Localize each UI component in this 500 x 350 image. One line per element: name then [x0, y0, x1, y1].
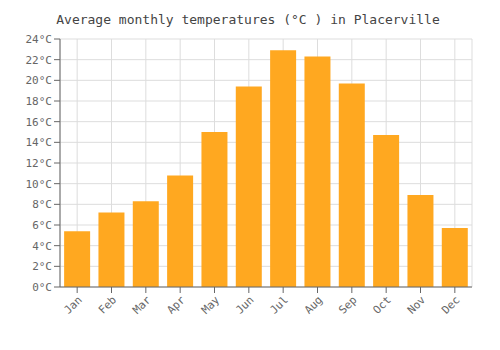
svg-text:4°C: 4°C: [32, 240, 52, 253]
svg-text:6°C: 6°C: [32, 219, 52, 232]
svg-text:Apr: Apr: [165, 293, 189, 317]
svg-text:Mar: Mar: [130, 293, 154, 317]
svg-text:Feb: Feb: [96, 293, 119, 316]
svg-text:Oct: Oct: [371, 293, 394, 316]
svg-text:Aug: Aug: [302, 293, 325, 316]
svg-text:24°C: 24°C: [26, 33, 53, 46]
svg-text:Jan: Jan: [62, 293, 85, 316]
svg-text:16°C: 16°C: [26, 116, 53, 129]
svg-text:14°C: 14°C: [26, 136, 53, 149]
svg-text:May: May: [199, 293, 223, 317]
svg-text:18°C: 18°C: [26, 95, 53, 108]
svg-text:Jun: Jun: [233, 293, 256, 316]
svg-text:8°C: 8°C: [32, 198, 52, 211]
svg-text:Dec: Dec: [439, 293, 462, 316]
svg-text:10°C: 10°C: [26, 178, 53, 191]
svg-text:Nov: Nov: [405, 293, 429, 317]
svg-text:20°C: 20°C: [26, 74, 53, 87]
svg-text:0°C: 0°C: [32, 281, 52, 294]
svg-text:2°C: 2°C: [32, 260, 52, 273]
svg-text:12°C: 12°C: [26, 157, 53, 170]
svg-text:22°C: 22°C: [26, 54, 53, 67]
svg-text:Jul: Jul: [268, 293, 291, 316]
svg-text:Sep: Sep: [336, 293, 359, 316]
html-text:Average monthly temperatures (: Average monthly temperatures (°C ) in Pl…: [56, 12, 440, 27]
